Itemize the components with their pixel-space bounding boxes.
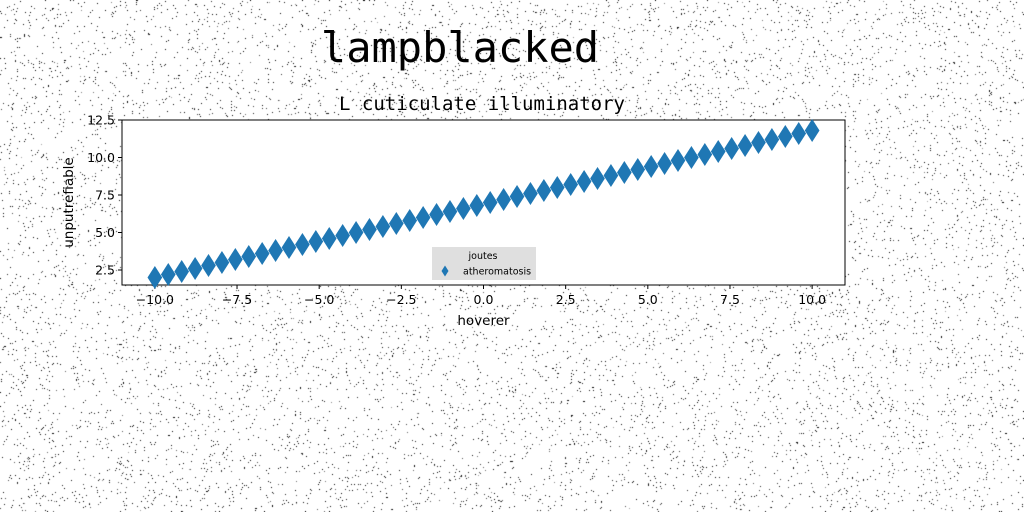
data-point [697,142,713,167]
data-point [791,121,807,146]
data-point [777,124,793,149]
x-tick-label: 7.5 [720,292,740,307]
data-point [241,244,257,269]
data-point [590,166,605,191]
y-axis-label: unputrefiable [61,157,77,248]
data-point [227,247,243,272]
x-tick-label: 2.5 [556,292,576,307]
figure-suptitle: lampblacked [321,23,599,72]
x-axis-ticks: −10.0 −7.5 −5.0 −2.5 0.0 2.5 5.0 7.5 10.0 [136,285,826,307]
data-point [362,217,377,242]
scatter-points [147,118,820,290]
x-axis-label: hoverer [457,313,510,329]
data-point [415,205,431,230]
data-point [281,235,297,260]
data-point [536,178,552,203]
data-point [429,202,444,227]
data-point [643,154,659,179]
data-point [496,187,511,212]
data-point [174,259,190,284]
data-point [724,136,740,161]
data-point [147,265,163,290]
data-point [684,145,699,170]
legend-marker [441,265,449,277]
data-point [576,169,592,194]
y-tick-label: 7.5 [95,188,115,203]
y-tick-label: 12.5 [87,113,115,128]
y-axis-ticks: 2.5 5.0 7.5 10.0 12.5 [87,113,122,278]
data-point [751,130,766,155]
x-tick-label: 5.0 [638,292,658,307]
data-point [254,241,270,266]
data-point [187,256,203,281]
data-point [737,133,753,158]
chart-title: L cuticulate illuminatory [339,93,625,115]
data-point [402,208,418,233]
data-point [442,199,458,224]
y-tick-label: 5.0 [95,225,115,240]
x-tick-label: 10.0 [798,292,826,307]
x-tick-label: 0.0 [474,292,494,307]
data-point [295,232,310,257]
legend-title: joutes [468,251,498,262]
data-point [335,223,351,248]
data-point [321,226,337,251]
data-point [764,127,780,152]
x-tick-label: −5.0 [304,292,334,307]
y-tick-label: 2.5 [95,263,115,278]
data-point [160,262,176,287]
data-point [214,250,230,275]
data-point [603,163,619,188]
data-point [710,139,726,164]
legend-box [432,247,536,280]
data-point [456,196,471,221]
data-point [388,211,404,236]
data-point [523,181,538,206]
y-tick-label: 10.0 [87,150,115,165]
legend: joutes atheromatosis [432,247,536,280]
data-point [509,184,525,209]
data-point [268,238,283,263]
data-point [201,253,216,278]
data-point [308,229,324,254]
data-point [469,193,485,218]
data-point [657,151,672,176]
x-tick-label: −7.5 [222,292,252,307]
data-point [375,214,391,239]
data-point [563,172,579,197]
data-point [549,175,565,200]
x-tick-label: −10.0 [136,292,174,307]
legend-entry-label: atheromatosis [463,267,531,278]
data-point [670,148,686,173]
data-point [616,160,632,185]
data-point [630,157,646,182]
data-point [804,118,820,143]
data-point [348,220,364,245]
x-tick-label: −2.5 [386,292,416,307]
data-point [482,190,498,215]
